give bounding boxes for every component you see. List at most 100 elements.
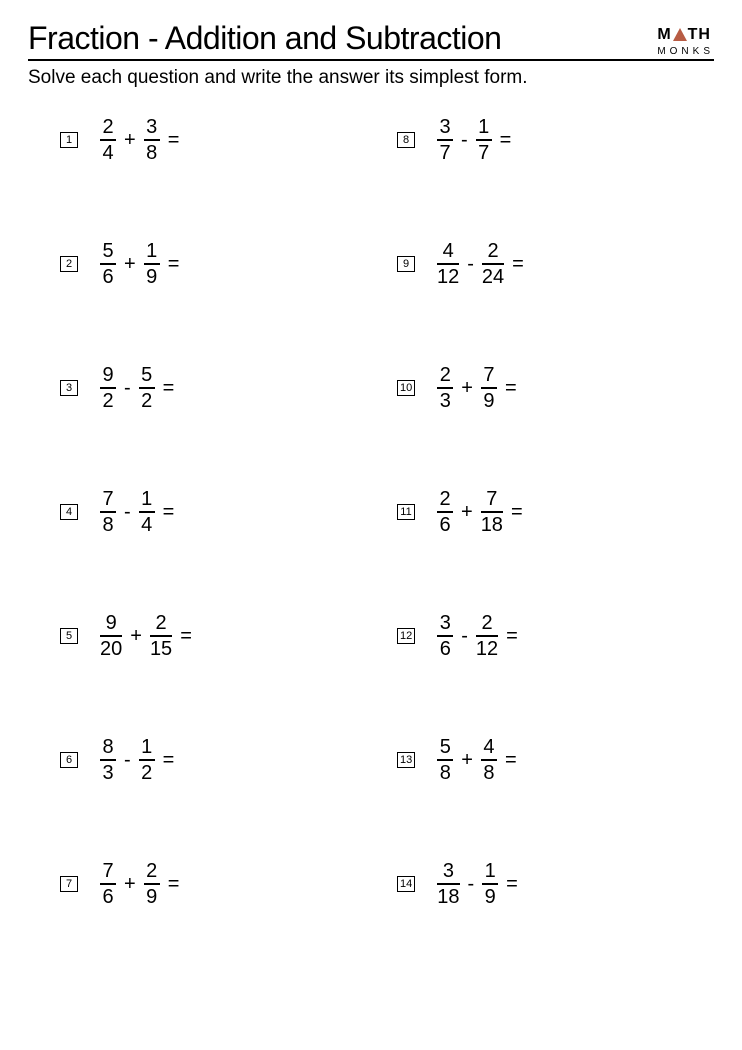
numerator: 7 [102, 489, 113, 511]
equals-sign: = [168, 253, 180, 276]
problem-number-box: 2 [60, 256, 78, 272]
equals-sign: = [168, 129, 180, 152]
problem-item: 4 78-14 = [60, 489, 377, 535]
numerator: 7 [483, 365, 494, 387]
logo-text-right: TH [688, 26, 711, 44]
problem-number-box: 14 [397, 876, 415, 892]
operator: - [124, 749, 131, 772]
fraction: 920 [100, 613, 122, 659]
problem-number-box: 7 [60, 876, 78, 892]
problem-item: 9412-224= [397, 241, 714, 287]
denominator: 8 [146, 141, 157, 163]
numerator: 2 [102, 117, 113, 139]
problem-item: 256+19= [60, 241, 377, 287]
denominator: 3 [102, 761, 113, 783]
problem-number-box: 6 [60, 752, 78, 768]
denominator: 12 [437, 265, 459, 287]
numerator: 2 [481, 613, 492, 635]
problem-number-box: 8 [397, 132, 415, 148]
problem-number-box: 5 [60, 628, 78, 644]
equals-sign: = [506, 873, 518, 896]
operator: - [124, 377, 131, 400]
problem-item: 14 318-19 = [397, 861, 714, 907]
equals-sign: = [163, 749, 175, 772]
fraction: 17 [476, 117, 492, 163]
triangle-icon [673, 28, 687, 41]
denominator: 12 [476, 637, 498, 659]
operator: - [124, 501, 131, 524]
fraction: 52 [139, 365, 155, 411]
instructions-text: Solve each question and write the answer… [28, 67, 714, 89]
numerator: 2 [487, 241, 498, 263]
fraction: 79 [481, 365, 497, 411]
problem-number-box: 4 [60, 504, 78, 520]
numerator: 8 [102, 737, 113, 759]
problem-item: 1126+718= [397, 489, 714, 535]
problems-grid: 124+38=837-17=256+19=9412-224=392-52=102… [28, 117, 714, 907]
denominator: 15 [150, 637, 172, 659]
problem-item: 837-17= [397, 117, 714, 163]
denominator: 8 [440, 761, 451, 783]
operator: - [468, 873, 475, 896]
denominator: 18 [481, 513, 503, 535]
equals-sign: = [500, 129, 512, 152]
operator: + [124, 873, 136, 896]
denominator: 2 [141, 761, 152, 783]
numerator: 9 [102, 365, 113, 387]
denominator: 7 [439, 141, 450, 163]
fraction: 83 [100, 737, 116, 783]
fraction: 92 [100, 365, 116, 411]
fraction: 224 [482, 241, 504, 287]
denominator: 8 [483, 761, 494, 783]
equals-sign: = [506, 625, 518, 648]
problem-item: 683-12= [60, 737, 377, 783]
denominator: 24 [482, 265, 504, 287]
fraction: 78 [100, 489, 116, 535]
numerator: 2 [156, 613, 167, 635]
denominator: 9 [485, 885, 496, 907]
denominator: 2 [102, 389, 113, 411]
operator: + [461, 749, 473, 772]
fraction: 215 [150, 613, 172, 659]
denominator: 6 [102, 885, 113, 907]
fraction: 19 [482, 861, 498, 907]
problem-item: 10 23 +79 = [397, 365, 714, 411]
numerator: 5 [141, 365, 152, 387]
operator: + [130, 625, 142, 648]
problem-item: 7 76 +29 = [60, 861, 377, 907]
problem-number-box: 10 [397, 380, 415, 396]
fraction: 76 [100, 861, 116, 907]
fraction: 318 [437, 861, 459, 907]
fraction: 24 [100, 117, 116, 163]
fraction: 23 [437, 365, 453, 411]
fraction: 19 [144, 241, 160, 287]
denominator: 8 [102, 513, 113, 535]
numerator: 4 [483, 737, 494, 759]
equals-sign: = [163, 501, 175, 524]
denominator: 4 [141, 513, 152, 535]
numerator: 9 [106, 613, 117, 635]
fraction: 37 [437, 117, 453, 163]
worksheet-title: Fraction - Addition and Subtraction [28, 20, 501, 57]
problem-item: 124+38= [60, 117, 377, 163]
numerator: 3 [439, 117, 450, 139]
numerator: 3 [443, 861, 454, 883]
numerator: 4 [443, 241, 454, 263]
numerator: 2 [440, 365, 451, 387]
denominator: 7 [478, 141, 489, 163]
fraction: 14 [139, 489, 155, 535]
denominator: 6 [440, 637, 451, 659]
numerator: 2 [146, 861, 157, 883]
fraction: 718 [481, 489, 503, 535]
fraction: 56 [100, 241, 116, 287]
equals-sign: = [168, 873, 180, 896]
problem-number-box: 12 [397, 628, 415, 644]
operator: + [461, 377, 473, 400]
fraction: 29 [144, 861, 160, 907]
equals-sign: = [180, 625, 192, 648]
equals-sign: = [505, 377, 517, 400]
operator: - [461, 129, 468, 152]
numerator: 5 [440, 737, 451, 759]
denominator: 6 [439, 513, 450, 535]
problem-number-box: 9 [397, 256, 415, 272]
